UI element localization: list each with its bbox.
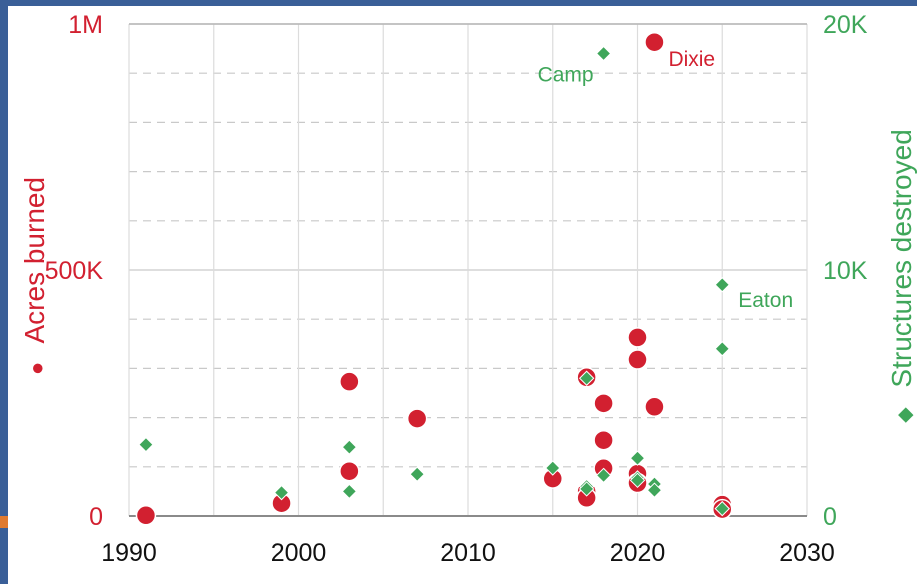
acres-point — [627, 327, 648, 348]
structures-point — [629, 472, 646, 489]
grid — [128, 23, 808, 517]
structures-point — [595, 467, 612, 484]
acres-point — [339, 460, 360, 482]
axis-titles: ● Acres burned ◆ Structures destroyed — [19, 129, 917, 423]
data-marks — [135, 31, 733, 526]
structures-point — [138, 436, 154, 453]
acres-point — [627, 349, 648, 370]
annotations: Dixie Camp Eaton — [538, 48, 794, 312]
structures-point — [578, 481, 595, 497]
x-tick-label: 2010 — [440, 539, 496, 567]
y2-tick-label: 20K — [823, 11, 868, 39]
acres-point — [135, 505, 157, 526]
structures-point — [545, 460, 561, 476]
acres-point — [339, 371, 360, 392]
tick-labels: 1990 2000 2010 2020 2030 0 500K 1M 0 10K 20K — [45, 11, 868, 567]
annotation-dixie: Dixie — [668, 48, 715, 71]
annotation-eaton: Eaton — [738, 289, 793, 312]
x-tick-label: 2000 — [271, 539, 327, 567]
frame-accent — [0, 516, 8, 528]
y-tick-label: 500K — [45, 257, 104, 285]
x-tick-label: 2020 — [610, 539, 666, 567]
structures-point — [341, 439, 358, 455]
structures-legend-marker: ◆ — [894, 407, 916, 423]
structures-point — [714, 277, 730, 293]
structures-point — [714, 500, 730, 517]
structures-point — [578, 370, 595, 386]
structures-point — [595, 45, 612, 62]
structures-point — [646, 482, 663, 498]
y2-tick-label: 10K — [823, 257, 868, 285]
acres-point — [644, 396, 665, 418]
axes — [129, 23, 807, 517]
y-tick-label: 1M — [68, 11, 103, 39]
y2-axis-label: Structures destroyed — [886, 129, 917, 387]
structures-point — [341, 483, 358, 500]
acres-point — [593, 393, 614, 414]
structures-point — [273, 484, 290, 501]
x-tick-label: 2030 — [779, 539, 835, 567]
y2-tick-label: 0 — [823, 503, 837, 531]
acres-point — [644, 31, 665, 53]
acres-point — [593, 429, 614, 451]
annotation-camp: Camp — [538, 64, 594, 87]
acres-legend-marker: ● — [24, 362, 49, 375]
y2-axis-title: ◆ Structures destroyed — [886, 129, 917, 423]
chart-panel: 1990 2000 2010 2020 2030 0 500K 1M 0 10K 20K ● Acr… — [8, 6, 917, 584]
y-axis-label: Acres burned — [19, 177, 50, 344]
structures-point — [714, 341, 730, 357]
y-tick-label: 0 — [89, 503, 103, 531]
structures-point — [409, 466, 425, 482]
scatter-chart: 1990 2000 2010 2020 2030 0 500K 1M 0 10K 20K ● Acr… — [19, 11, 917, 567]
x-tick-label: 1990 — [101, 539, 157, 567]
structures-point — [629, 450, 646, 466]
y-axis-title: ● Acres burned — [19, 177, 50, 375]
acres-point — [406, 408, 428, 429]
